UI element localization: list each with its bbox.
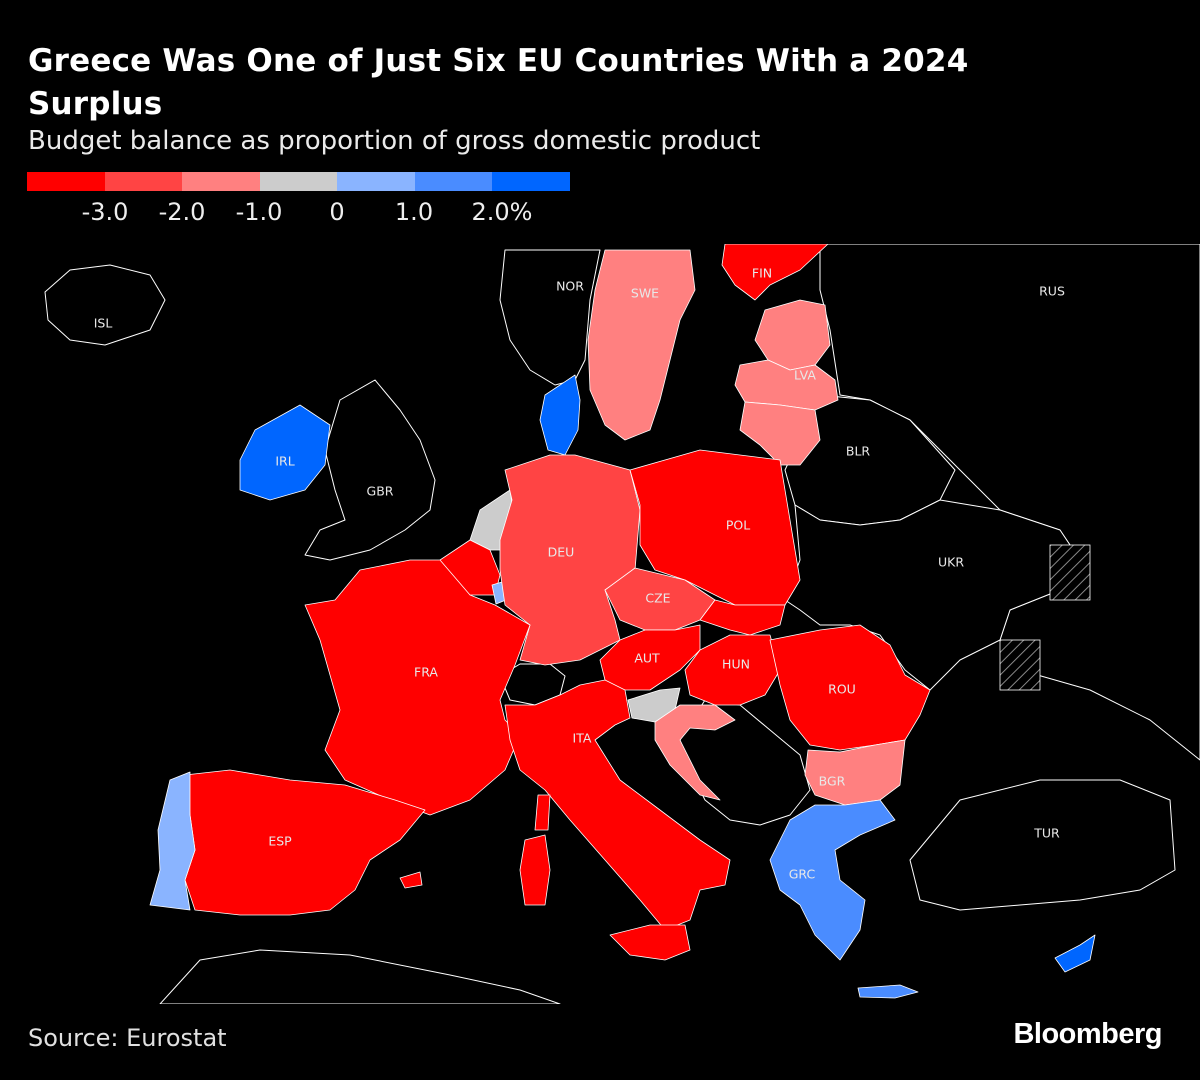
country-labels: ISL NOR SWE FIN RUS LVA IRL GBR BLR DEU … [94,266,1065,882]
label-fin: FIN [752,266,772,281]
country-gbr [304,379,436,561]
country-north-africa [159,949,561,1004]
country-tur [909,779,1176,911]
hatched-area-crimea [999,639,1041,691]
label-ita: ITA [573,731,592,746]
label-lva: LVA [794,368,816,383]
legend-color-scale [27,172,570,191]
country-deu [499,454,641,666]
legend-tick: 2.0% [471,198,533,226]
legend-tick: 0 [329,198,345,226]
legend-swatch-0-1 [337,172,415,191]
label-nor: NOR [556,279,584,294]
legend-swatch-minus1-0 [259,172,337,191]
chart-title: Greece Was One of Just Six EU Countries … [28,43,969,122]
legend-tick: -2.0 [158,198,206,226]
label-rus: RUS [1039,284,1065,299]
country-grc-crete [857,984,919,999]
label-swe: SWE [631,286,659,301]
legend-tick: 1.0 [394,198,434,226]
country-lva [734,359,839,411]
legend-swatch-minus2-minus1 [182,172,260,191]
label-fra: FRA [414,665,438,680]
country-ita-sicily [609,924,691,961]
country-fra [304,559,531,816]
label-grc: GRC [789,867,816,882]
country-ltu [739,401,821,466]
label-deu: DEU [548,545,575,560]
source-note: Source: Eurostat [28,1024,227,1052]
label-ukr: UKR [938,555,964,570]
country-svk [699,599,786,636]
country-ita [504,679,731,931]
eu-countries [149,244,1096,999]
label-isl: ISL [94,316,113,331]
hatched-area-east [1049,544,1091,601]
label-tur: TUR [1033,826,1060,841]
country-hun [684,634,781,706]
label-pol: POL [726,518,750,533]
legend-swatch-lt-minus3 [27,172,105,191]
legend-swatch-1-2 [414,172,492,191]
label-hun: HUN [722,657,750,672]
country-isl [44,264,166,346]
country-bgr [804,739,906,806]
legend-swatch-gt-2 [492,172,570,191]
country-esp-baleares [399,871,423,889]
label-irl: IRL [275,454,294,469]
country-cyp [1054,934,1096,973]
label-rou: ROU [828,682,856,697]
country-hrv [654,704,736,801]
country-fin [721,244,829,301]
country-rou [769,624,931,751]
country-est [754,299,831,371]
country-fra-corsica [534,794,551,831]
label-gbr: GBR [367,484,394,499]
non-eu-land [44,244,1200,1004]
europe-map: ISL NOR SWE FIN RUS LVA IRL GBR BLR DEU … [44,244,1200,1004]
country-prt [149,771,196,911]
country-dnk [539,374,581,456]
country-grc [769,799,896,961]
country-ita-sardinia [519,834,551,906]
label-esp: ESP [268,834,292,849]
country-irl [239,404,331,501]
legend-tick-labels: -3.0 -2.0 -1.0 0 1.0 2.0% [0,198,700,230]
legend-tick: -3.0 [81,198,129,226]
legend-tick: -1.0 [235,198,283,226]
chart-subtitle: Budget balance as proportion of gross do… [28,126,761,156]
bloomberg-logo: Bloomberg [1013,1018,1162,1050]
country-che [499,663,566,706]
legend-swatch-minus3-minus2 [104,172,182,191]
label-bgr: BGR [819,774,846,789]
country-swe [587,249,696,441]
label-cze: CZE [645,591,670,606]
label-aut: AUT [634,651,660,666]
label-blr: BLR [846,444,871,459]
country-nor [499,249,601,386]
